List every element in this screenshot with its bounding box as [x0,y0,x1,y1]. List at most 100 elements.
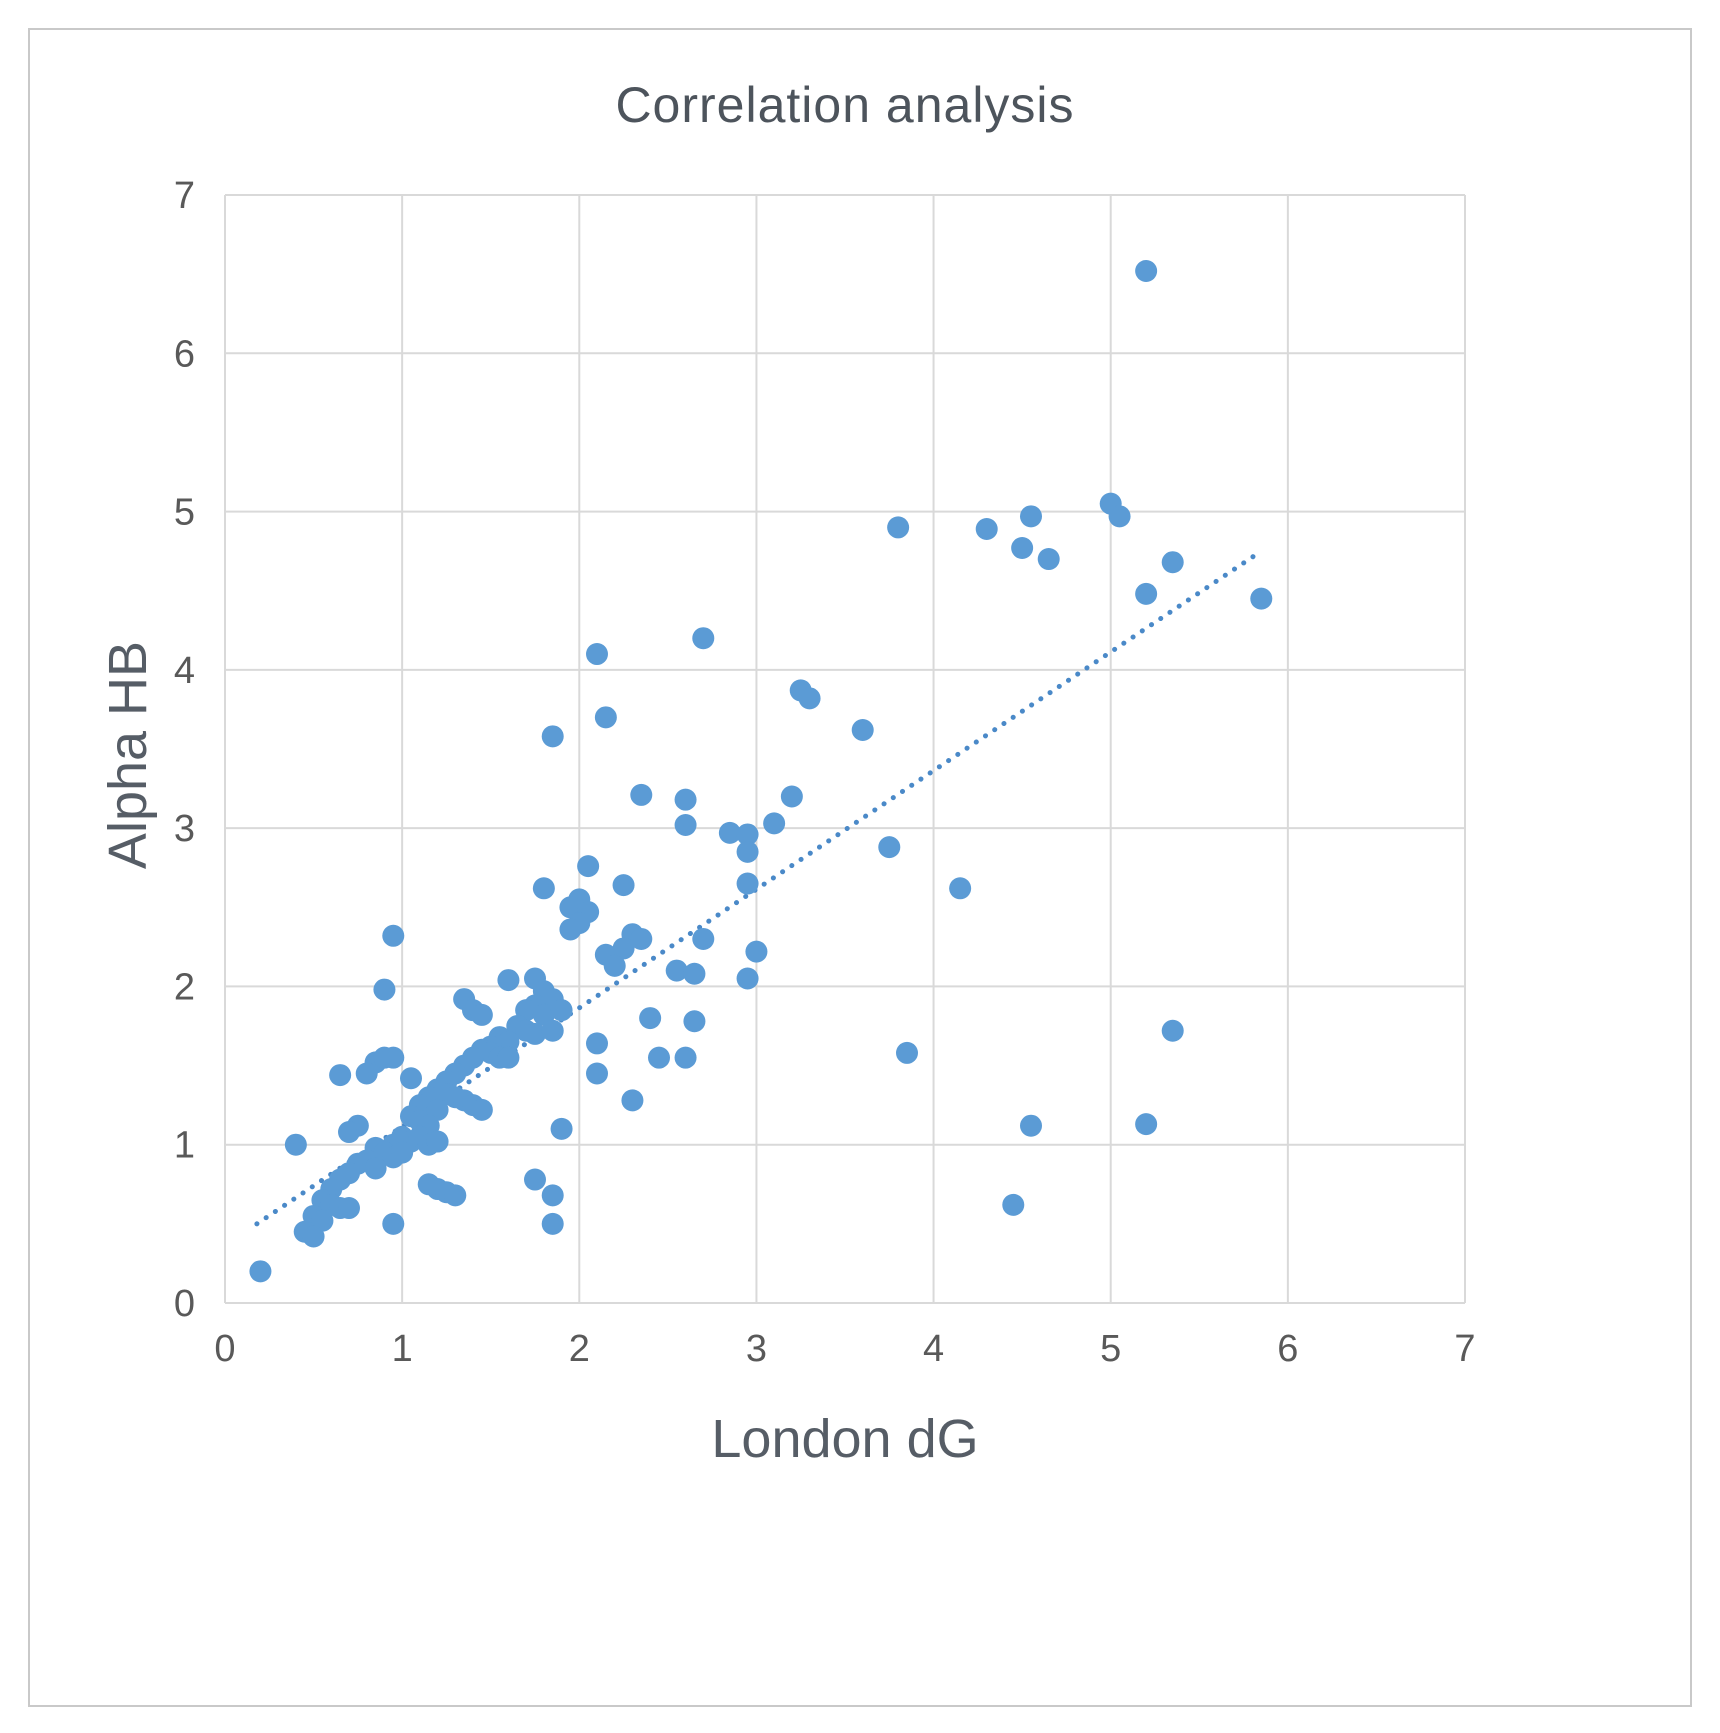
data-point [639,1007,662,1030]
y-tick-label: 2 [174,966,195,1008]
data-point [541,1019,564,1042]
data-point [975,517,998,540]
data-point [1011,536,1034,559]
data-point [1161,551,1184,574]
data-point [338,1197,360,1220]
data-point [444,1184,467,1207]
data-point [621,1089,644,1112]
data-point [470,1003,493,1026]
data-point [577,855,600,878]
x-tick-label: 1 [392,1328,413,1370]
data-point [736,967,759,990]
data-point [426,1130,449,1153]
data-point [586,1062,608,1085]
x-tick-label: 7 [1454,1328,1475,1370]
data-point [550,1117,573,1140]
data-point [630,783,653,806]
data-point [355,1062,378,1085]
data-point [586,1032,608,1055]
y-tick-label: 1 [174,1125,195,1167]
x-axis-title: London dG [711,1409,979,1469]
data-point [249,1260,272,1283]
data-point [674,1046,697,1069]
data-point [364,1157,387,1180]
data-point [648,1046,670,1069]
data-point [594,706,617,729]
data-point [541,1184,564,1207]
data-point [559,918,582,941]
y-tick-label: 3 [174,808,195,850]
data-point [692,627,715,650]
data-point [603,954,626,977]
data-point [878,836,901,859]
data-point [665,959,688,982]
data-point [763,812,786,835]
data-point [417,1173,440,1196]
chart-border [28,28,1692,1707]
data-point [550,999,573,1022]
x-tick-label: 6 [1277,1328,1298,1370]
data-point [391,1141,414,1164]
data-point [1002,1193,1025,1216]
y-tick-label: 4 [174,650,195,692]
data-point [329,1064,352,1087]
data-point [896,1041,918,1064]
data-point [683,1010,706,1033]
x-tick-label: 5 [1100,1328,1121,1370]
data-point [1020,1114,1042,1137]
data-point [736,823,759,846]
data-point [302,1225,325,1248]
data-point [674,788,697,811]
data-point [1250,587,1273,610]
x-tick-label: 3 [746,1328,767,1370]
data-point [524,1168,546,1191]
data-point [736,840,759,863]
data-point [851,719,874,742]
y-axis-title: Alpha HB [98,640,158,870]
data-point [1135,259,1158,282]
data-point [1020,505,1042,528]
data-point [1135,1113,1158,1136]
y-tick-label: 6 [174,333,195,375]
y-tick-label: 5 [174,492,195,534]
data-point [497,1046,520,1069]
data-point [586,643,608,666]
data-point [674,813,697,836]
data-point [541,725,564,748]
data-point [1108,505,1131,528]
data-point [532,877,555,900]
data-point [1135,582,1158,605]
data-point [630,927,653,950]
data-point [470,1098,493,1121]
y-tick-label: 7 [174,175,195,217]
data-point [1037,548,1060,571]
data-point [692,927,715,950]
x-tick-label: 0 [214,1328,235,1370]
data-point [745,940,768,963]
data-points [249,259,1273,1283]
data-point [382,924,405,947]
data-point [382,1046,405,1069]
data-point [400,1067,422,1090]
data-point [373,978,396,1001]
data-point [284,1133,307,1156]
data-point [780,785,803,808]
data-point [612,874,635,897]
x-tick-label: 2 [569,1328,590,1370]
data-point [683,962,706,985]
data-point [718,821,741,844]
data-point [612,937,635,960]
data-point [736,872,759,895]
data-point [1161,1019,1184,1042]
y-tick-labels: 0 1 2 3 4 5 6 7 [174,175,195,1325]
chart-title: Correlation analysis [615,77,1075,133]
x-tick-label: 4 [923,1328,944,1370]
y-tick-label: 0 [174,1283,195,1325]
data-point [798,687,821,710]
data-point [949,877,972,900]
data-point [524,1022,546,1045]
data-point [382,1212,405,1235]
x-tick-labels: 0 1 2 3 4 5 6 7 [214,1328,1475,1370]
